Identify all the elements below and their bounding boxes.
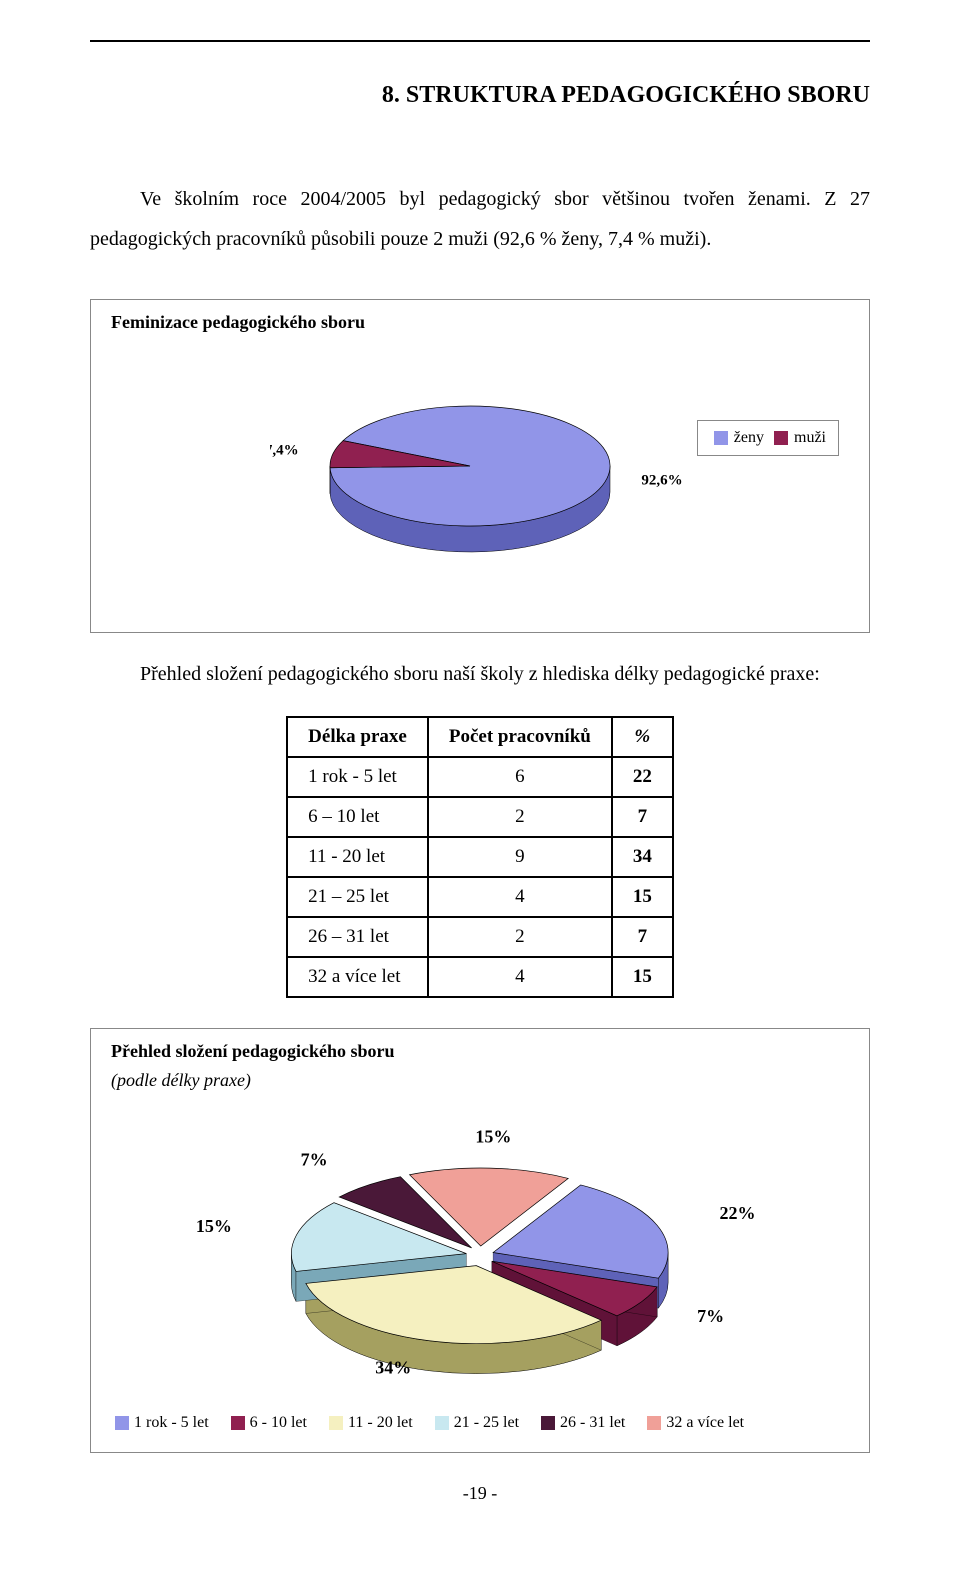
th-pct: % — [612, 717, 673, 757]
legend-swatch — [231, 1416, 245, 1430]
table-cell: 7 — [612, 797, 673, 837]
pie1-title: Feminizace pedagogického sboru — [111, 312, 849, 333]
svg-text:15%: 15% — [475, 1127, 511, 1147]
svg-text:92,6%: 92,6% — [641, 473, 682, 489]
pie2-subtitle: (podle délky praxe) — [111, 1070, 849, 1091]
pie-chart-feminizace: Feminizace pedagogického sboru 92,6% 7,4%… — [90, 299, 870, 633]
pie1-legend: ženy muži — [697, 420, 839, 456]
legend-label: 21 - 25 let — [454, 1414, 519, 1432]
legend-label: 11 - 20 let — [348, 1414, 413, 1432]
table-cell: 11 - 20 let — [287, 837, 428, 877]
legend-label: 32 a více let — [666, 1414, 744, 1432]
pie2-legend: 1 rok - 5 let 6 - 10 let 11 - 20 let 21 - 2… — [111, 1414, 849, 1432]
table-cell: 2 — [428, 797, 612, 837]
legend-label: 1 rok - 5 let — [134, 1414, 209, 1432]
table-cell: 7 — [612, 917, 673, 957]
table-cell: 4 — [428, 957, 612, 997]
legend-item: 11 - 20 let — [325, 1414, 413, 1432]
page-number: -19 - — [90, 1483, 870, 1504]
table-row: 6 – 10 let27 — [287, 797, 673, 837]
legend-swatch-zeny — [714, 431, 728, 445]
legend-item: 21 - 25 let — [431, 1414, 519, 1432]
legend-swatch — [541, 1416, 555, 1430]
table-cell: 22 — [612, 757, 673, 797]
table-cell: 15 — [612, 877, 673, 917]
legend-swatch — [115, 1416, 129, 1430]
table-cell: 6 — [428, 757, 612, 797]
legend-label: 26 - 31 let — [560, 1414, 625, 1432]
th-pocet: Počet pracovníků — [428, 717, 612, 757]
table-row: 32 a více let415 — [287, 957, 673, 997]
legend-swatch — [647, 1416, 661, 1430]
pie2-svg: 22% 7% 34% 15% 7% 15% — [130, 1106, 830, 1406]
intro-paragraph: Ve školním roce 2004/2005 byl pedagogick… — [90, 179, 870, 259]
legend-item: 1 rok - 5 let — [111, 1414, 209, 1432]
svg-text:7%: 7% — [301, 1150, 328, 1170]
table-row: 21 – 25 let415 — [287, 877, 673, 917]
section-title: 8. STRUKTURA PEDAGOGICKÉHO SBORU — [90, 82, 870, 109]
table-row: 26 – 31 let27 — [287, 917, 673, 957]
table-cell: 32 a více let — [287, 957, 428, 997]
table-row: 11 - 20 let934 — [287, 837, 673, 877]
svg-text:7%: 7% — [697, 1306, 724, 1326]
pie1-svg: 92,6% 7,4% — [270, 341, 690, 581]
legend-item: 32 a více let — [643, 1414, 744, 1432]
table-cell: 4 — [428, 877, 612, 917]
svg-text:15%: 15% — [196, 1216, 232, 1236]
svg-text:7,4%: 7,4% — [270, 442, 299, 458]
table-cell: 15 — [612, 957, 673, 997]
svg-text:34%: 34% — [375, 1357, 411, 1377]
legend-item: 26 - 31 let — [537, 1414, 625, 1432]
table-cell: 34 — [612, 837, 673, 877]
legend-swatch — [329, 1416, 343, 1430]
legend-swatch-muzi — [774, 431, 788, 445]
table-row: 1 rok - 5 let622 — [287, 757, 673, 797]
after-pie1-text: Přehled složení pedagogického sboru naší… — [90, 663, 870, 686]
table-cell: 21 – 25 let — [287, 877, 428, 917]
table-cell: 26 – 31 let — [287, 917, 428, 957]
table-cell: 2 — [428, 917, 612, 957]
pie-chart-praxe: Přehled složení pedagogického sboru (pod… — [90, 1028, 870, 1453]
svg-text:22%: 22% — [719, 1203, 755, 1223]
legend-item: 6 - 10 let — [227, 1414, 307, 1432]
top-rule — [90, 40, 870, 42]
legend-label-zeny: ženy — [734, 429, 764, 447]
th-delka: Délka praxe — [287, 717, 428, 757]
legend-label-muzi: muži — [794, 429, 826, 447]
praxe-table: Délka praxe Počet pracovníků % 1 rok - 5… — [286, 716, 674, 998]
table-cell: 9 — [428, 837, 612, 877]
table-cell: 1 rok - 5 let — [287, 757, 428, 797]
table-cell: 6 – 10 let — [287, 797, 428, 837]
legend-swatch — [435, 1416, 449, 1430]
pie2-title: Přehled složení pedagogického sboru — [111, 1041, 849, 1062]
legend-label: 6 - 10 let — [250, 1414, 307, 1432]
